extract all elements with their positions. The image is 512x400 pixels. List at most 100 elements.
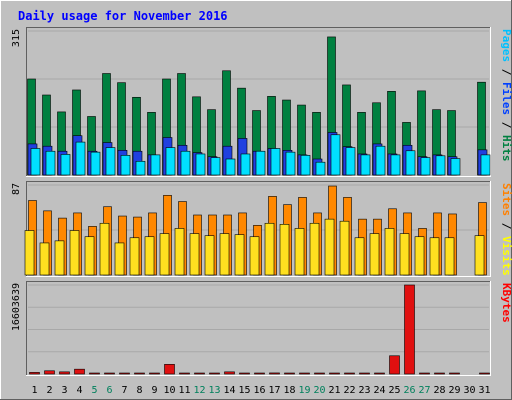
x-tick-label-day-4: 4	[76, 385, 82, 396]
bar-sites-day-19	[294, 228, 305, 276]
legend-separator: /	[500, 62, 512, 82]
bar-pages-day-28	[435, 155, 446, 176]
bar-sites-day-17	[264, 222, 275, 276]
bar-sites-day-18	[279, 224, 290, 276]
bar-pages-day-31	[480, 154, 491, 176]
legend-item-sites: Sites	[500, 183, 512, 216]
x-tick-label-day-6: 6	[106, 385, 112, 396]
bar-kbytes-day-6	[104, 372, 115, 375]
x-tick-label-day-27: 27	[418, 385, 430, 396]
x-tick-label-day-23: 23	[358, 385, 370, 396]
panel-background	[26, 281, 491, 376]
bar-sites-day-29	[444, 237, 455, 276]
bar-pages-day-6	[105, 147, 116, 176]
bar-sites-day-28	[429, 237, 440, 276]
bar-sites-day-22	[339, 220, 350, 276]
x-tick-label-day-11: 11	[178, 385, 190, 396]
chart-title: Daily usage for November 2016	[18, 9, 228, 23]
x-tick-label-day-9: 9	[151, 385, 157, 396]
x-tick-label-day-15: 15	[238, 385, 250, 396]
legend-item-visits: Visits	[500, 236, 512, 276]
bar-sites-day-9	[144, 236, 155, 276]
x-tick-label-day-14: 14	[223, 385, 235, 396]
bar-pages-day-15	[240, 153, 251, 176]
bar-sites-day-4	[69, 230, 80, 276]
x-tick-label-day-21: 21	[328, 385, 340, 396]
bar-sites-day-31	[474, 235, 485, 276]
bar-pages-day-27	[420, 157, 431, 176]
bar-kbytes-day-8	[134, 372, 145, 375]
bar-sites-day-26	[399, 233, 410, 276]
bar-pages-day-3	[60, 154, 71, 176]
bar-kbytes-day-4	[74, 368, 85, 375]
bar-kbytes-day-13	[209, 372, 220, 375]
legend-separator: /	[500, 216, 512, 236]
bar-kbytes-day-11	[179, 372, 190, 375]
chart-panels: 315 Pages / Files / Hits 87 Sites / Visits 1…	[11, 27, 512, 376]
bar-pages-day-17	[270, 148, 281, 176]
x-tick-label-day-8: 8	[136, 385, 142, 396]
bar-sites-day-13	[204, 235, 215, 276]
bar-sites-day-12	[189, 233, 200, 276]
x-tick-label-day-13: 13	[208, 385, 220, 396]
bar-pages-day-2	[45, 150, 56, 176]
x-tick-label-day-25: 25	[388, 385, 400, 396]
bar-sites-day-8	[129, 237, 140, 276]
x-tick-label-day-29: 29	[448, 385, 460, 396]
x-tick-label-day-31: 31	[478, 385, 490, 396]
bar-kbytes-day-26	[404, 284, 415, 375]
bar-sites-day-20	[309, 222, 320, 276]
bar-pages-day-1	[30, 148, 41, 176]
bar-pages-day-4	[75, 141, 86, 176]
legend-item-hits: Hits	[500, 135, 512, 162]
x-tick-label-day-12: 12	[193, 385, 205, 396]
bar-kbytes-day-28	[434, 372, 445, 375]
bar-sites-day-27	[414, 236, 425, 276]
y-max-label: 16603639	[11, 283, 22, 331]
bar-kbytes-day-5	[89, 372, 100, 375]
legend-visits: Sites / Visits	[500, 183, 512, 276]
bar-pages-day-7	[120, 155, 131, 176]
bar-pages-day-23	[360, 154, 371, 176]
bar-kbytes-day-23	[359, 372, 370, 375]
x-tick-label-day-20: 20	[313, 385, 325, 396]
x-tick-label-day-26: 26	[403, 385, 415, 396]
bar-pages-day-26	[405, 150, 416, 176]
bar-pages-day-10	[165, 147, 176, 176]
bar-sites-day-14	[219, 233, 230, 276]
panel-visits: 87 Sites / Visits	[11, 181, 512, 277]
x-tick-label-day-17: 17	[268, 385, 280, 396]
bar-sites-day-16	[249, 236, 260, 276]
bar-pages-day-29	[450, 158, 461, 176]
x-tick-label-day-30: 30	[463, 385, 475, 396]
bar-kbytes-day-29	[449, 372, 460, 375]
bar-kbytes-day-1	[29, 372, 40, 375]
x-tick-label-day-22: 22	[343, 385, 355, 396]
bar-kbytes-day-21	[329, 372, 340, 375]
bar-pages-day-9	[150, 154, 161, 176]
bar-sites-day-25	[384, 228, 395, 276]
bar-pages-day-16	[255, 150, 266, 176]
bar-pages-day-19	[300, 155, 311, 176]
bar-sites-day-21	[324, 218, 335, 276]
bar-kbytes-day-27	[419, 372, 430, 375]
x-tick-label-day-16: 16	[253, 385, 265, 396]
bar-kbytes-day-31	[479, 372, 490, 375]
bar-pages-day-20	[315, 161, 326, 176]
bar-pages-day-21	[330, 134, 341, 176]
bar-pages-day-24	[375, 145, 386, 176]
x-tick-label-day-7: 7	[121, 385, 127, 396]
bar-kbytes-day-22	[344, 372, 355, 375]
legend-separator: /	[500, 115, 512, 135]
bar-kbytes-day-20	[314, 372, 325, 375]
bar-kbytes-day-12	[194, 372, 205, 375]
panel-kbytes: 16603639 KBytes	[11, 281, 512, 376]
bar-pages-day-12	[195, 153, 206, 176]
x-tick-label-day-28: 28	[433, 385, 445, 396]
x-tick-label-day-10: 10	[163, 385, 175, 396]
bar-pages-day-11	[180, 150, 191, 176]
bar-sites-day-11	[174, 228, 185, 276]
bar-kbytes-day-19	[299, 372, 310, 375]
bar-pages-day-13	[210, 157, 221, 176]
